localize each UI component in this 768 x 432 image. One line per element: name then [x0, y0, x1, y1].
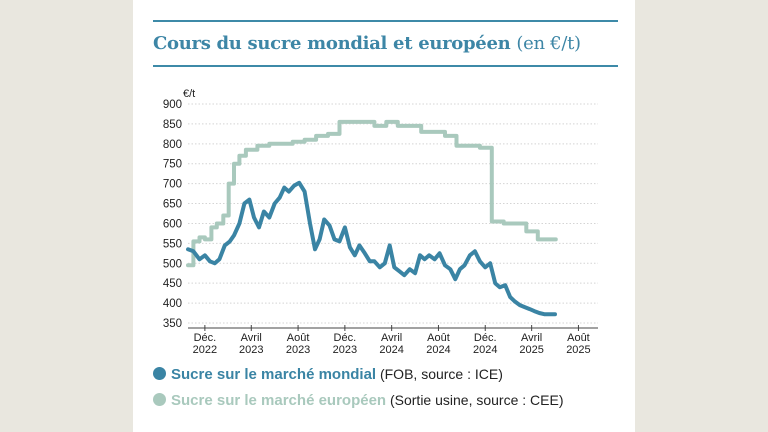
x-tick-label: 2024	[473, 344, 497, 356]
x-tick-label: Août	[567, 332, 590, 344]
y-tick-label: 850	[163, 119, 182, 131]
x-tick-label: 2024	[379, 344, 403, 356]
x-tick-label: Avril	[241, 332, 262, 344]
title-rule	[153, 65, 618, 67]
x-tick-label: Déc.	[194, 332, 217, 344]
legend-item-europe: Sucre sur le marché européen (Sortie usi…	[153, 392, 564, 409]
y-tick-label: 800	[163, 139, 182, 151]
legend-label-europe: Sucre sur le marché européen	[171, 392, 387, 409]
x-axis: Déc.2022Avril2023Août2023Déc.2023Avril20…	[193, 325, 591, 356]
y-tick-label: 700	[163, 179, 182, 191]
series-line-world	[186, 180, 557, 317]
legend-dot-europe	[153, 393, 166, 406]
x-tick-label: 2025	[566, 344, 590, 356]
series-lines	[186, 119, 558, 317]
x-tick-label: 2022	[193, 344, 217, 356]
y-tick-label: 350	[163, 318, 182, 330]
series-line-europe	[186, 119, 558, 268]
x-tick-label: Août	[287, 332, 310, 344]
y-tick-label: 650	[163, 199, 182, 211]
legend-label-world: Sucre sur le marché mondial	[171, 366, 377, 383]
line-chart: 350 400 450 500 550 600 650 700 750 800 850 900 Déc…	[163, 88, 598, 356]
y-tick-label: 400	[163, 298, 182, 310]
y-tick-label: 750	[163, 159, 182, 171]
y-tick-label: 900	[163, 99, 182, 111]
y-tick-label: 600	[163, 218, 182, 230]
legend-dot-world	[153, 367, 166, 380]
y-tick-label: 550	[163, 238, 182, 250]
y-axis-label: €/t	[183, 88, 195, 100]
x-tick-label: Déc.	[334, 332, 357, 344]
x-tick-label: Avril	[521, 332, 542, 344]
grid	[188, 103, 598, 324]
x-tick-label: Déc.	[474, 332, 497, 344]
x-tick-label: Avril	[381, 332, 402, 344]
x-tick-label: 2025	[519, 344, 543, 356]
y-tick-label: 450	[163, 278, 182, 290]
legend-note-world: (FOB, source : ICE)	[379, 366, 503, 382]
x-tick-label: 2023	[286, 344, 310, 356]
x-tick-label: Août	[427, 332, 450, 344]
chart-card: Cours du sucre mondial et européen (en €…	[133, 0, 635, 432]
chart-title: Cours du sucre mondial et européen (en €…	[153, 33, 581, 54]
x-tick-label: 2024	[426, 344, 450, 356]
legend-item-world: Sucre sur le marché mondial (FOB, source…	[153, 366, 503, 383]
x-tick-label: 2023	[333, 344, 357, 356]
y-tick-label: 500	[163, 258, 182, 270]
legend-note-europe: (Sortie usine, source : CEE)	[389, 392, 564, 408]
x-tick-label: 2023	[239, 344, 263, 356]
y-axis: 350 400 450 500 550 600 650 700 750 800 850 900	[163, 99, 598, 330]
chart-title-unit: (en €/t)	[516, 33, 581, 54]
chart-title-text: Cours du sucre mondial et européen	[153, 33, 511, 54]
top-rule	[153, 20, 618, 22]
